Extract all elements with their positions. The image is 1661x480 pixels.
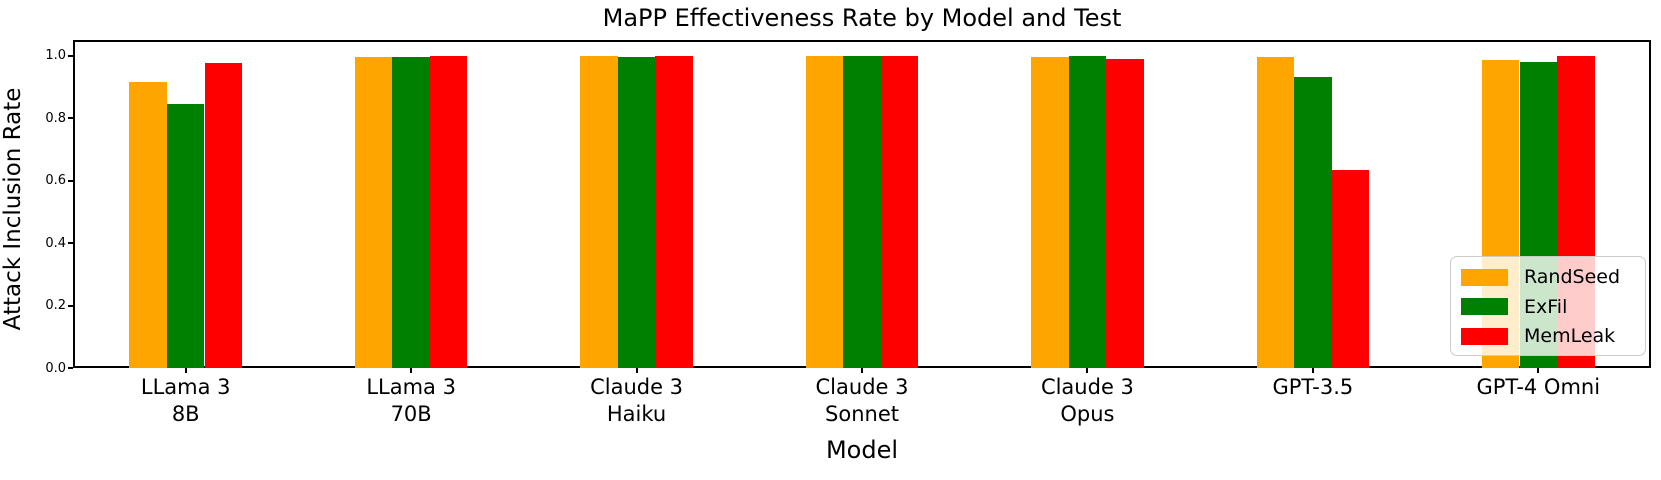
legend-label-randseed: RandSeed xyxy=(1524,266,1621,288)
x-tick-mark xyxy=(1311,368,1314,373)
y-tick-mark xyxy=(68,117,73,120)
chart-title: MaPP Effectiveness Rate by Model and Tes… xyxy=(602,4,1122,32)
y-tick-mark xyxy=(68,367,73,369)
x-tick-mark xyxy=(861,368,863,373)
y-tick-mark xyxy=(68,54,73,57)
y-tick-label: 0.4 xyxy=(45,235,66,251)
legend: RandSeed ExFil MemLeak xyxy=(1450,256,1646,356)
legend-label-exfil: ExFil xyxy=(1524,295,1568,318)
legend-row-memleak: MemLeak xyxy=(1461,323,1635,349)
bar-exfil-group5 xyxy=(1294,77,1332,368)
y-tick-label: 0.0 xyxy=(45,360,66,376)
x-tick-mark xyxy=(1086,368,1089,373)
bar-exfil-group3 xyxy=(843,55,881,368)
y-axis-label: Attack Inclusion Rate xyxy=(0,87,26,331)
x-tick-label-group1: LLama 3 70B xyxy=(366,375,456,426)
bar-memleak-group0 xyxy=(204,63,243,368)
bar-exfil-group4 xyxy=(1068,55,1107,368)
legend-swatch-memleak xyxy=(1461,327,1508,345)
x-tick-mark xyxy=(410,368,413,373)
x-axis-label: Model xyxy=(825,436,899,464)
y-tick-label: 1.0 xyxy=(45,48,66,64)
x-tick-mark xyxy=(184,368,187,373)
x-tick-label-group2: Claude 3 Haiku xyxy=(590,375,684,426)
y-tick-mark xyxy=(68,179,73,182)
bar-memleak-group4 xyxy=(1106,58,1144,368)
bar-randseed-group3 xyxy=(805,55,844,368)
bar-exfil-group1 xyxy=(392,57,430,368)
bar-randseed-group0 xyxy=(129,82,167,368)
bar-exfil-group2 xyxy=(617,57,656,368)
x-tick-label-group5: GPT-3.5 xyxy=(1272,375,1354,399)
y-tick-mark xyxy=(68,242,73,245)
bar-randseed-group2 xyxy=(580,55,618,368)
legend-swatch-randseed xyxy=(1461,268,1508,286)
bar-memleak-group1 xyxy=(429,55,468,368)
y-tick-label: 0.2 xyxy=(45,298,66,314)
bar-memleak-group5 xyxy=(1331,169,1370,368)
y-tick-label: 0.6 xyxy=(45,173,66,189)
bar-exfil-group0 xyxy=(166,104,205,368)
x-tick-label-group0: LLama 3 8B xyxy=(140,375,231,426)
x-tick-label-group3: Claude 3 Sonnet xyxy=(815,375,909,426)
bar-memleak-group3 xyxy=(880,55,919,368)
legend-swatch-exfil xyxy=(1461,298,1508,315)
bar-memleak-group2 xyxy=(655,55,693,368)
legend-row-exfil: ExFil xyxy=(1461,294,1635,320)
legend-row-randseed: RandSeed xyxy=(1461,264,1635,290)
x-tick-label-group6: GPT-4 Omni xyxy=(1476,375,1601,399)
bar-randseed-group5 xyxy=(1256,57,1295,368)
x-tick-label-group4: Claude 3 Opus xyxy=(1040,375,1134,426)
bar-randseed-group4 xyxy=(1031,57,1069,368)
x-tick-mark xyxy=(1537,368,1540,373)
x-tick-mark xyxy=(635,368,638,373)
y-tick-mark xyxy=(68,304,73,307)
legend-label-memleak: MemLeak xyxy=(1524,325,1616,347)
bar-randseed-group1 xyxy=(354,57,393,368)
y-tick-label: 0.8 xyxy=(45,110,66,126)
